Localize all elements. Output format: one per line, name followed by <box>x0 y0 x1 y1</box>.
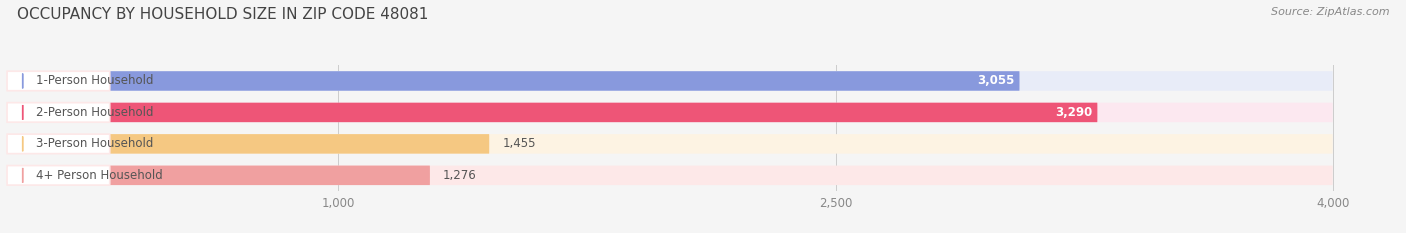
FancyBboxPatch shape <box>7 103 1333 122</box>
Text: 3,290: 3,290 <box>1054 106 1092 119</box>
FancyBboxPatch shape <box>7 134 489 154</box>
Text: 3,055: 3,055 <box>977 75 1015 87</box>
Text: OCCUPANCY BY HOUSEHOLD SIZE IN ZIP CODE 48081: OCCUPANCY BY HOUSEHOLD SIZE IN ZIP CODE … <box>17 7 429 22</box>
Text: 4+ Person Household: 4+ Person Household <box>35 169 163 182</box>
FancyBboxPatch shape <box>7 103 110 122</box>
FancyBboxPatch shape <box>7 134 1333 154</box>
FancyBboxPatch shape <box>7 71 1333 91</box>
FancyBboxPatch shape <box>7 103 1098 122</box>
Text: 1,455: 1,455 <box>502 137 536 150</box>
FancyBboxPatch shape <box>7 166 1333 185</box>
Text: 2-Person Household: 2-Person Household <box>35 106 153 119</box>
FancyBboxPatch shape <box>7 166 430 185</box>
FancyBboxPatch shape <box>7 166 110 185</box>
FancyBboxPatch shape <box>7 71 110 91</box>
Text: Source: ZipAtlas.com: Source: ZipAtlas.com <box>1271 7 1389 17</box>
Text: 1-Person Household: 1-Person Household <box>35 75 153 87</box>
FancyBboxPatch shape <box>7 71 1019 91</box>
Text: 3-Person Household: 3-Person Household <box>35 137 153 150</box>
Text: 1,276: 1,276 <box>443 169 477 182</box>
FancyBboxPatch shape <box>7 134 110 154</box>
